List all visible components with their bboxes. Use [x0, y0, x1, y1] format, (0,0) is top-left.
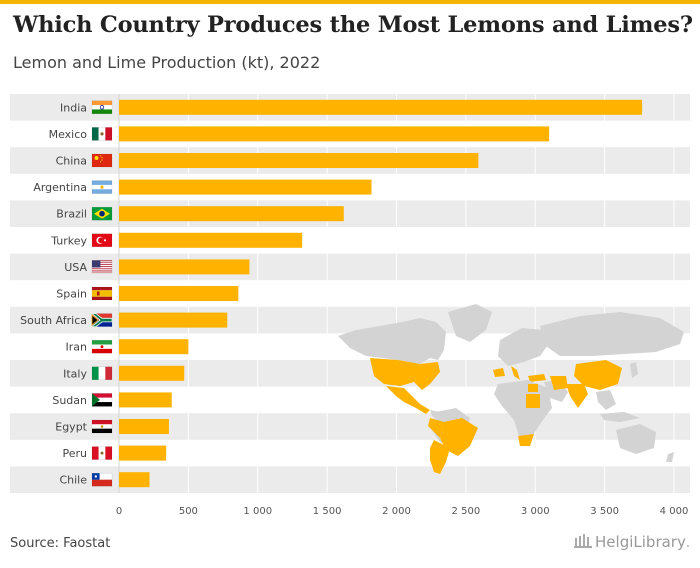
x-tick-label: 3 000: [521, 506, 550, 517]
bar: [119, 445, 167, 461]
flag-italy-icon: [91, 366, 113, 381]
map-russia: [540, 312, 684, 356]
bar: [119, 365, 185, 381]
country-label: Italy: [63, 367, 87, 380]
accent-top-bar: [0, 0, 700, 4]
x-tick-label: 4 000: [660, 506, 689, 517]
bar: [119, 126, 550, 142]
bar: [119, 259, 250, 275]
map-australia: [616, 424, 656, 454]
map-argentina-chile: [430, 440, 450, 474]
bar: [119, 419, 169, 434]
flag-argentina-icon: [91, 180, 113, 194]
country-label: Sudan: [52, 394, 87, 407]
country-label: USA: [64, 261, 87, 274]
flag-egypt-icon: [91, 419, 113, 434]
x-tick-label: 1 500: [313, 506, 342, 517]
helgi-library-logo: HelgiLibrary.: [574, 533, 690, 551]
flag-spain-icon: [91, 286, 113, 301]
logo-suffix: .: [685, 536, 690, 551]
country-label: Mexico: [49, 128, 88, 141]
map-china: [574, 360, 622, 390]
map-japan: [630, 362, 638, 378]
map-new-zealand: [666, 452, 674, 462]
map-brazil: [440, 418, 478, 456]
bar: [119, 206, 344, 222]
map-iran: [550, 376, 568, 390]
country-label: Argentina: [33, 181, 87, 194]
map-southeast-asia: [596, 390, 616, 410]
country-label: Spain: [56, 288, 87, 301]
bar: [119, 339, 189, 355]
chart-subtitle: Lemon and Lime Production (kt), 2022: [13, 53, 321, 72]
bar: [119, 179, 372, 195]
map-canada-alaska: [338, 318, 446, 364]
map-peru: [428, 418, 444, 438]
bar: [119, 312, 228, 328]
map-europe: [498, 328, 550, 366]
bar: [119, 99, 643, 115]
x-tick-label: 500: [179, 506, 198, 517]
bar: [119, 232, 303, 248]
map-turkey: [528, 374, 546, 382]
bar: [119, 153, 479, 168]
chart-title: Which Country Produces the Most Lemons a…: [13, 12, 693, 38]
bar: [119, 286, 239, 301]
map-spain: [493, 368, 505, 377]
logo-text: HelgiLibrary: [595, 533, 686, 551]
flag-chile-icon: [91, 472, 113, 487]
map-south-africa: [518, 434, 534, 446]
x-tick-label: 2 000: [382, 506, 411, 517]
country-label: India: [60, 101, 87, 114]
map-greenland: [448, 304, 492, 342]
flag-turkey-icon: [91, 233, 113, 248]
country-label: Peru: [62, 447, 87, 460]
flag-china-icon: [91, 153, 113, 168]
country-label: Turkey: [50, 234, 87, 247]
library-columns-icon: [574, 534, 593, 548]
country-label: Chile: [59, 474, 87, 487]
flag-usa-icon: [91, 260, 113, 274]
country-label: Iran: [66, 341, 88, 354]
flag-south-africa-icon: [90, 313, 113, 328]
map-mexico: [386, 386, 430, 414]
bar: [119, 392, 172, 408]
flag-iran-icon: [91, 339, 113, 354]
map-india: [566, 384, 588, 408]
source-note: Source: Faostat: [10, 536, 111, 551]
map-egypt: [528, 384, 538, 392]
map-sudan: [526, 394, 540, 408]
country-label: China: [56, 155, 87, 168]
x-tick-label: 2 500: [452, 506, 481, 517]
flag-peru-icon: [91, 446, 113, 460]
country-label: South Africa: [20, 314, 87, 327]
world-map: [338, 304, 684, 474]
flag-mexico-icon: [91, 127, 113, 141]
country-label: Egypt: [55, 421, 87, 434]
map-usa: [370, 358, 440, 390]
x-tick-label: 1 000: [243, 506, 272, 517]
map-italy: [511, 366, 520, 380]
bar: [119, 472, 150, 488]
flag-brazil-icon: [91, 206, 113, 221]
country-label: Brazil: [56, 208, 87, 221]
x-tick-label: 0: [116, 506, 122, 517]
map-indonesia: [600, 412, 640, 422]
flag-sudan-icon: [91, 393, 113, 407]
flag-india-icon: [91, 100, 113, 115]
x-tick-label: 3 500: [590, 506, 619, 517]
